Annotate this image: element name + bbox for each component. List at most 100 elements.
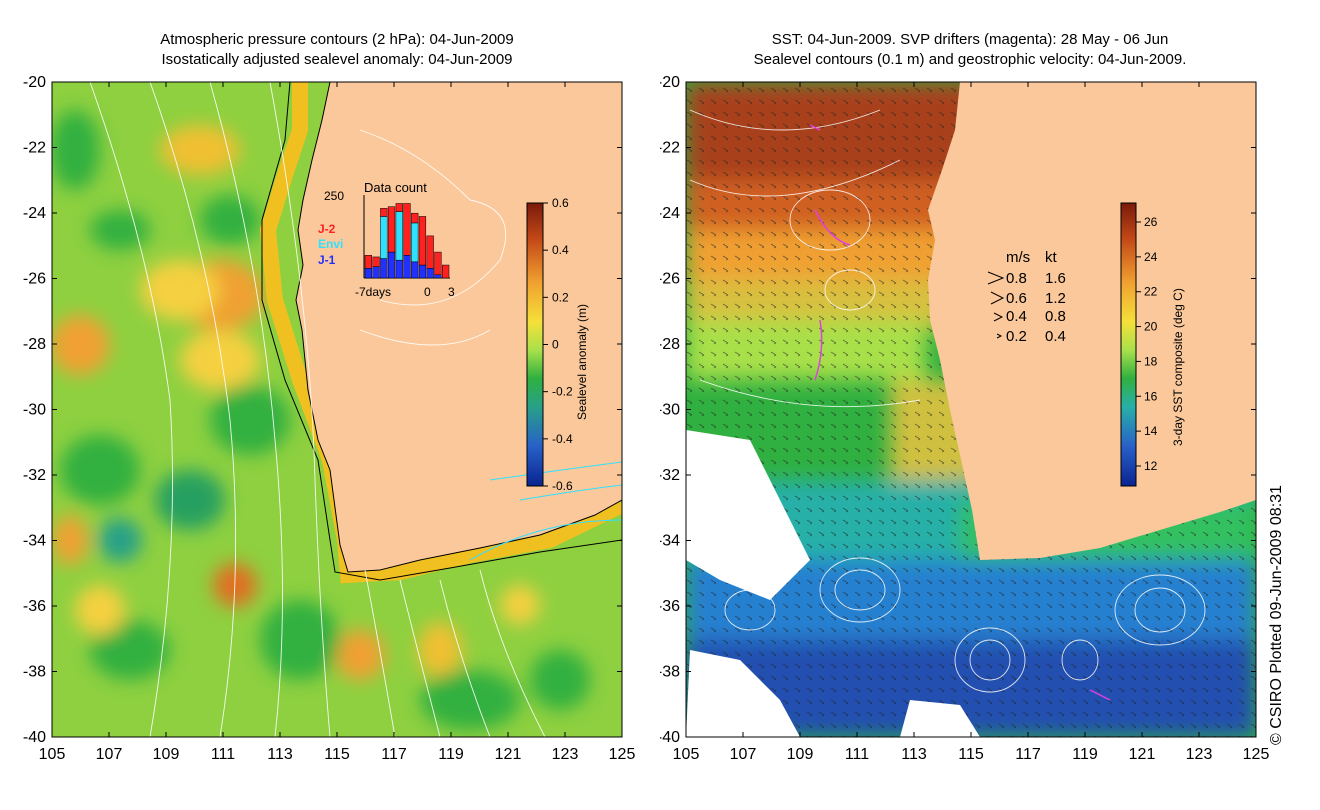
left-lat-label: -40 [23,729,46,746]
inset-bar-j-2 [418,216,427,266]
right-lon-label: 117 [1015,746,1041,763]
left-lon-label: 109 [153,746,180,763]
velocity-legend-row2-ms: 0.6 [1006,290,1027,307]
right-lat-label: -30 [660,402,680,419]
inset-bar-j-2 [387,206,396,253]
left-lat-label: -26 [23,271,46,288]
sst-colorbar-tick: 16 [1144,389,1158,403]
sst-colorbar-tick: 20 [1144,320,1158,334]
sst-colorbar: 26 24 22 20 18 16 14 12 3-day SST composite (de… [1120,202,1185,487]
inset-xlabel-zero: 0 [424,285,431,299]
right-map[interactable]: m/s kt 0.8 1.6 0.6 1.2 0.4 0.8 0.2 0.4 2… [660,0,1320,810]
left-lat-label: -28 [23,336,46,353]
inset-ymax-label: 250 [324,189,344,203]
right-title-line1: SST: 04-Jun-2009. SVP drifters (magenta)… [771,31,1169,48]
sealevel-colorbar-label: Sealevel anomaly (m) [575,304,589,420]
left-lat-label: -24 [23,205,46,222]
inset-bar-j-1 [426,268,434,279]
right-map-field [686,82,1256,737]
velocity-legend-row1-ms: 0.8 [1006,270,1027,287]
inset-bar-j-2 [411,212,419,224]
inset-xlabel-start: -7days [355,285,391,299]
right-lon-label: 123 [1186,746,1213,763]
left-map[interactable]: Data count 250 J-2 Envi J-1 -7days 0 3 0… [0,0,660,810]
inset-bar-j-1 [411,261,419,279]
sealevel-colorbar-tick: 0 [552,338,559,352]
svp-drifter-tracks [809,124,1111,701]
velocity-legend-ms-header: m/s [1006,249,1030,266]
right-lat-label: -32 [660,467,680,484]
left-lat-label: -36 [23,598,46,615]
sealevel-colorbar-tick: -0.6 [552,479,573,493]
right-lon-label: 107 [730,746,757,763]
australia-land-right [928,82,1256,560]
left-lon-label: 125 [609,746,636,763]
inset-title: Data count [364,180,427,195]
sealevel-colorbar-tick: 0.2 [552,290,569,304]
left-title-line2: Isostatically adjusted sealevel anomaly:… [161,51,513,68]
data-count-inset: Data count 250 J-2 Envi J-1 -7days 0 3 [318,180,455,299]
australia-land [295,82,622,573]
left-lat-label: -22 [23,140,46,157]
right-lon-label: 111 [845,746,869,763]
right-lat-label: -36 [660,598,680,615]
left-lon-label: 107 [96,746,123,763]
inset-legend-envi: Envi [318,237,343,251]
left-lon-label: 113 [267,746,293,763]
left-lon-label: 119 [438,746,464,763]
left-lat-label: -32 [23,467,46,484]
inset-bar-j-2 [442,264,450,279]
right-lat-label: -38 [660,664,680,681]
left-lon-label: 111 [211,746,235,763]
left-map-title: Atmospheric pressure contours (2 hPa): 0… [52,30,622,70]
sealevel-colorbar-tick: 0.4 [552,243,569,257]
inset-xlabel-end: 3 [448,285,455,299]
right-lon-label: 125 [1243,746,1270,763]
right-lat-label: -24 [660,205,680,222]
velocity-legend-kt-header: kt [1045,249,1058,266]
left-lon-label: 115 [324,746,350,763]
sealevel-colorbar-tick: -0.4 [552,432,573,446]
inset-bars [364,203,450,279]
right-title-line2: Sealevel contours (0.1 m) and geostrophi… [753,51,1187,68]
right-lat-label: -26 [660,271,680,288]
inset-legend-j1: J-1 [318,253,336,267]
inset-bar-j-2 [380,208,388,217]
inset-bar-j-1 [387,251,396,279]
inset-bar-j-2 [395,203,403,212]
sst-colorbar-tick: 14 [1144,424,1158,438]
inset-bar-j-1 [395,259,403,279]
sst-colorbar-tick: 26 [1144,215,1158,229]
sealevel-colorbar-tick: -0.2 [552,385,573,399]
sst-colorbar-tick: 18 [1144,354,1158,368]
right-lon-label: 115 [958,746,984,763]
velocity-legend-row3-kt: 0.8 [1045,308,1066,325]
inset-bar-j-2 [372,256,380,267]
inset-bar-envi [411,222,419,263]
inset-bar-j-2 [403,203,411,256]
right-lon-label: 109 [787,746,814,763]
inset-bar-j-2 [426,235,434,269]
inset-bar-j-1 [364,268,372,279]
inset-bar-j-1 [372,266,380,279]
velocity-legend-row1-kt: 1.6 [1045,270,1066,287]
right-lon-label: 105 [673,746,700,763]
velocity-legend: m/s kt 0.8 1.6 0.6 1.2 0.4 0.8 0.2 0.4 [987,249,1066,345]
right-lat-label: -22 [660,140,680,157]
inset-bar-envi [395,211,403,261]
sst-colorbar-tick: 22 [1144,285,1158,299]
right-lat-label: -28 [660,336,680,353]
left-lon-label: 117 [381,746,407,763]
sst-colorbar-label: 3-day SST composite (deg C) [1171,288,1185,446]
sealevel-colorbar: 0.6 0.4 0.2 0 -0.2 -0.4 -0.6 Sealevel anomaly … [526,196,589,493]
inset-bar-j-1 [403,255,411,279]
velocity-legend-row2-kt: 1.2 [1045,290,1066,307]
inset-bar-j-1 [418,264,427,279]
inset-bar-j-1 [434,274,442,279]
inset-bar-j-2 [434,251,442,276]
right-lat-label: -34 [660,533,680,550]
sst-colorbar-tick: 24 [1144,250,1158,264]
inset-bar-j-2 [364,255,372,269]
